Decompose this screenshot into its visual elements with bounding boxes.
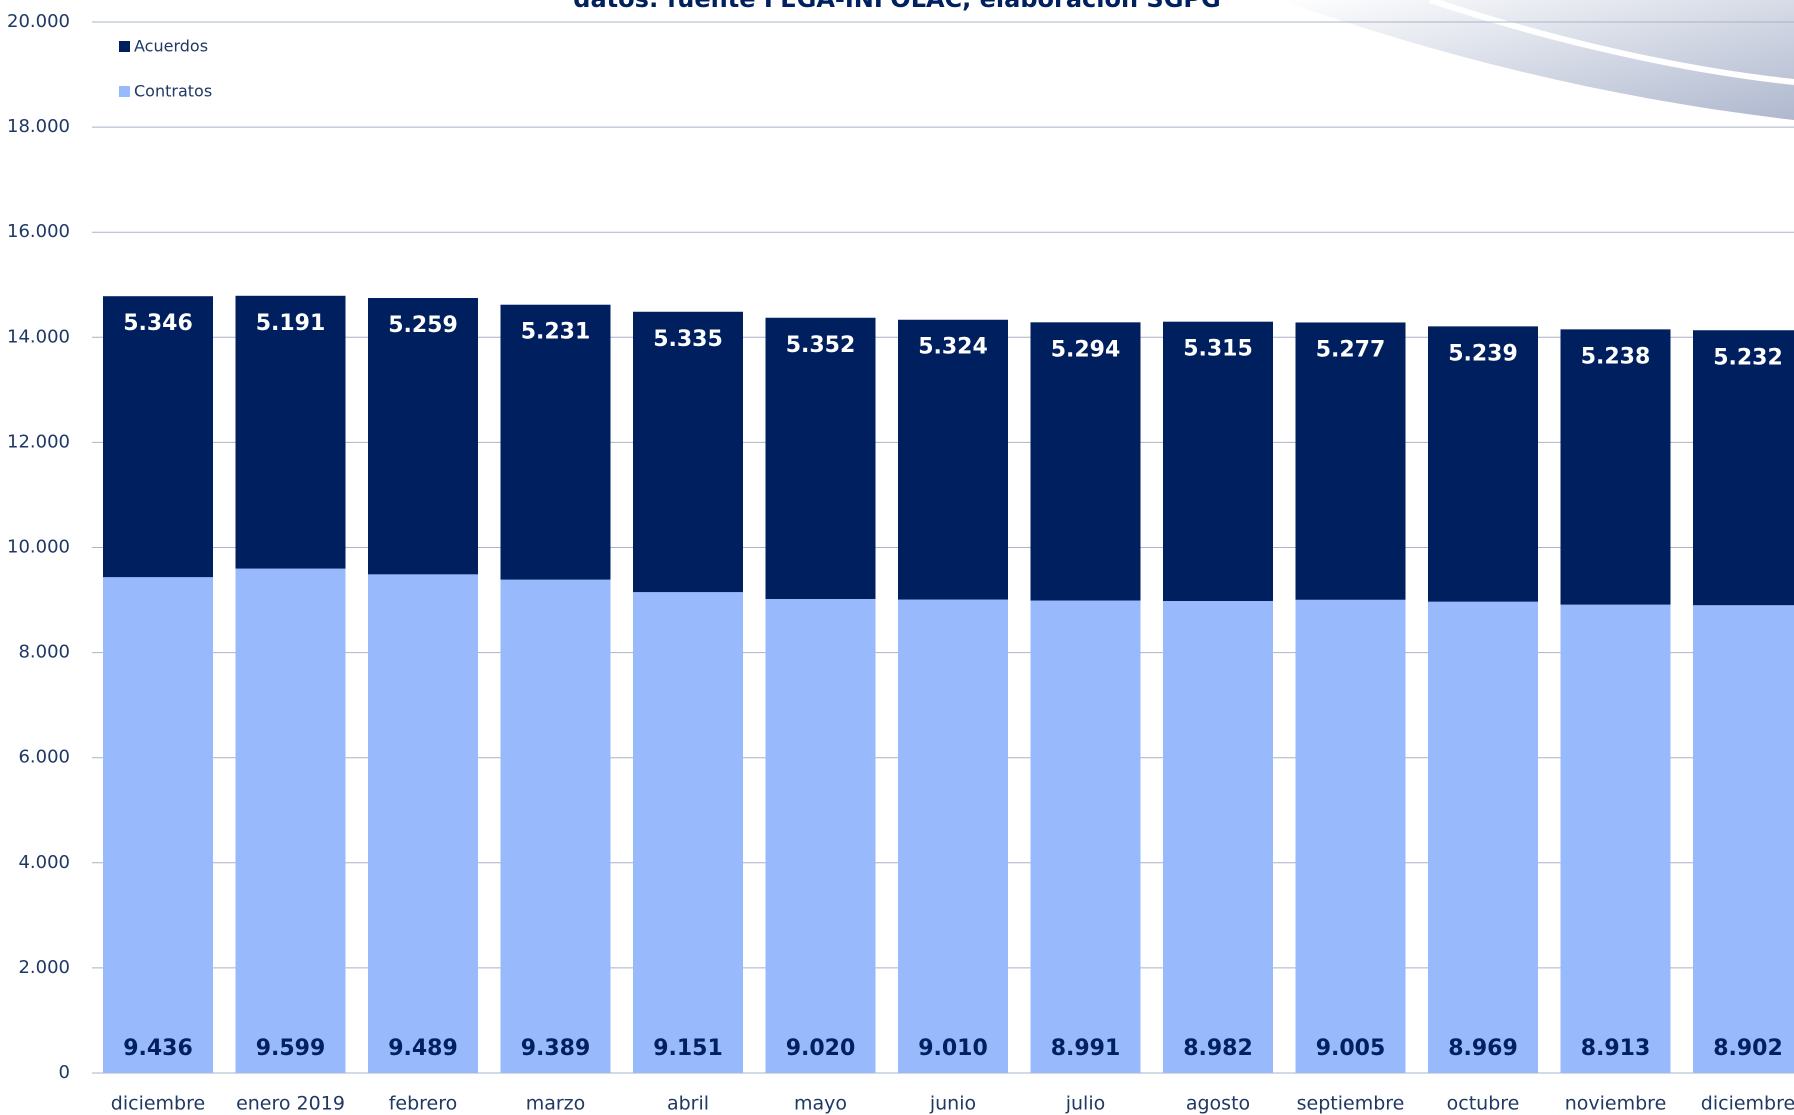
bar-segment: [500, 304, 611, 580]
legend-label: Contratos: [134, 82, 212, 101]
bar-segment: [898, 319, 1008, 600]
bar-segment: [1163, 321, 1273, 601]
bar-segment: [103, 296, 213, 578]
data-label: 9.436: [123, 1036, 193, 1061]
bar-segment: [1560, 329, 1671, 605]
data-label: 8.902: [1713, 1036, 1783, 1061]
data-label: 5.324: [918, 335, 988, 360]
bar-segment: [1693, 330, 1794, 606]
data-label: 5.315: [1183, 337, 1253, 362]
x-tick-label: julio: [1065, 1093, 1106, 1115]
bar-segment: [1428, 601, 1538, 1073]
bar-segment: [1295, 322, 1406, 600]
data-label: 5.259: [388, 313, 458, 338]
legend-swatch: [119, 86, 130, 97]
bar-segment: [765, 598, 876, 1073]
data-label: 9.389: [521, 1036, 591, 1061]
x-tick-label: diciembre: [1701, 1093, 1794, 1115]
x-tick-label: octubre: [1447, 1093, 1520, 1115]
data-label: 9.489: [388, 1036, 458, 1061]
y-tick-label: 12.000: [7, 431, 70, 452]
x-tick-label: noviembre: [1565, 1093, 1667, 1115]
data-label: 5.335: [653, 327, 723, 352]
x-tick-label: abril: [667, 1093, 709, 1115]
data-label: 5.352: [786, 333, 856, 358]
data-label: 9.599: [256, 1036, 326, 1061]
bar-segment: [1560, 604, 1671, 1073]
data-label: 5.239: [1448, 341, 1518, 366]
bar-segment: [500, 579, 611, 1073]
bar-segment: [1030, 322, 1141, 601]
bar-segment: [1030, 600, 1141, 1073]
bar-segment: [1428, 326, 1538, 602]
data-label: 5.231: [521, 320, 591, 345]
y-tick-label: 16.000: [7, 221, 70, 242]
data-label: 5.346: [123, 311, 193, 336]
data-label: 9.151: [653, 1036, 723, 1061]
data-label: 9.020: [786, 1036, 856, 1061]
x-tick-label: agosto: [1186, 1093, 1250, 1115]
x-tick-label: septiembre: [1297, 1093, 1405, 1115]
bar-segment: [368, 574, 478, 1073]
bar-segment: [633, 311, 743, 593]
bar-segment: [633, 592, 743, 1073]
bar-segment: [235, 568, 346, 1073]
bar-segment: [1693, 605, 1794, 1073]
bar-segment: [235, 295, 346, 569]
bar-segment: [1295, 599, 1406, 1073]
y-tick-label: 20.000: [7, 11, 70, 32]
data-label: 5.294: [1051, 337, 1121, 362]
data-label: 5.232: [1713, 345, 1783, 370]
bar-segment: [368, 297, 478, 575]
y-tick-label: 18.000: [7, 116, 70, 137]
x-tick-label: junio: [929, 1093, 976, 1115]
data-label: 9.010: [918, 1036, 988, 1061]
y-tick-label: 2.000: [18, 957, 70, 978]
y-tick-label: 14.000: [7, 326, 70, 347]
legend-label: Acuerdos: [134, 37, 208, 56]
x-tick-label: enero 2019: [236, 1093, 345, 1115]
y-tick-label: 8.000: [18, 642, 70, 663]
y-tick-label: 0: [59, 1062, 70, 1083]
x-tick-label: diciembre: [111, 1093, 205, 1115]
bar-segment: [765, 317, 876, 599]
y-tick-label: 6.000: [18, 747, 70, 768]
y-tick-label: 4.000: [18, 852, 70, 873]
legend-swatch: [119, 41, 130, 52]
y-tick-label: 10.000: [7, 537, 70, 558]
data-label: 9.005: [1316, 1036, 1386, 1061]
bar-segment: [1163, 600, 1273, 1073]
data-label: 8.969: [1448, 1036, 1518, 1061]
decoration: [1429, 0, 1794, 85]
data-label: 8.991: [1051, 1036, 1121, 1061]
bar-segment: [103, 577, 213, 1073]
data-label: 8.913: [1581, 1036, 1651, 1061]
bar-segment: [898, 599, 1008, 1073]
data-label: 5.191: [256, 311, 326, 336]
x-tick-label: febrero: [389, 1093, 458, 1115]
x-tick-label: marzo: [526, 1093, 586, 1115]
chart-title: datos: fuente FEGA-INFOLAC, elaboración …: [573, 0, 1220, 13]
data-label: 8.982: [1183, 1036, 1253, 1061]
decoration: [1280, 0, 1794, 120]
data-label: 5.238: [1581, 344, 1651, 369]
data-label: 5.277: [1316, 337, 1386, 362]
x-tick-label: mayo: [794, 1093, 847, 1115]
